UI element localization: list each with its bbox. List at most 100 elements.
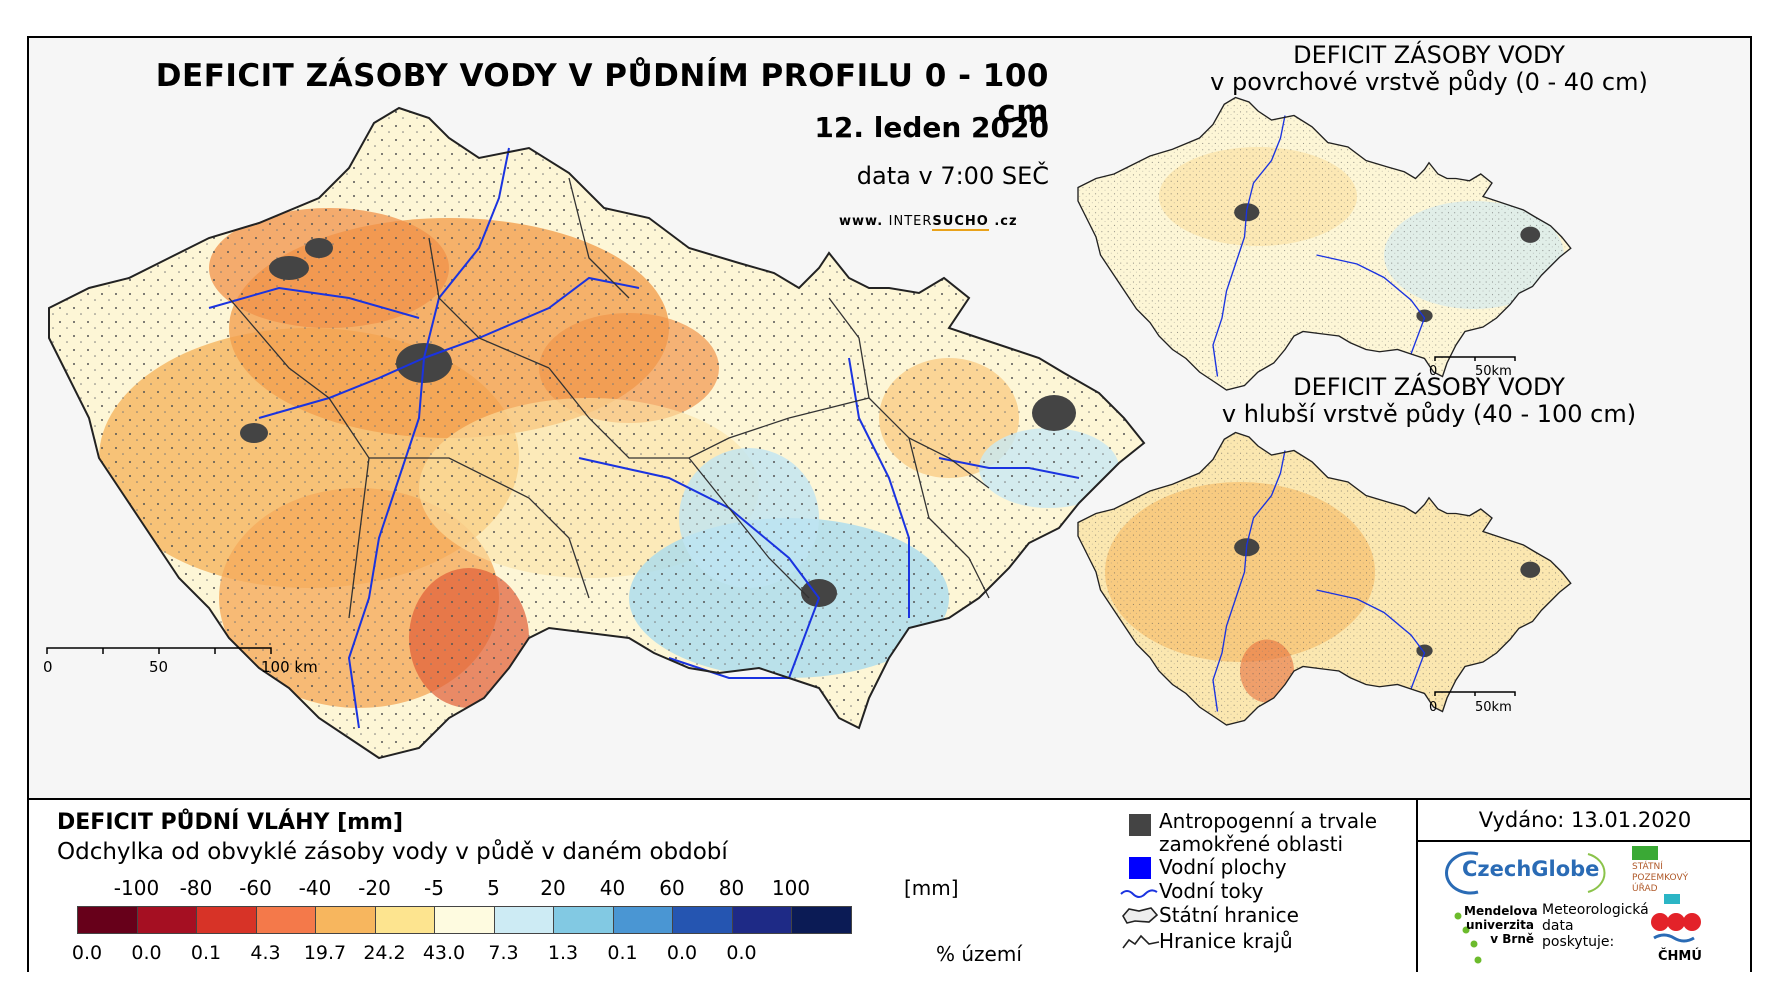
inset-bottom-scale-0: 0: [1429, 700, 1438, 715]
river-icon: [1120, 889, 1158, 898]
map-date: 12. leden 2020: [814, 111, 1049, 144]
meteo-1: Meteorologická: [1542, 902, 1649, 918]
mendel-2: univerzita: [1465, 918, 1534, 932]
legend-swatch: [136, 906, 197, 934]
legend-tick: 20: [540, 876, 566, 900]
czechglobe-logo: CzechGlobe: [1462, 857, 1600, 881]
anthro-line2: zamokřené oblasti: [1159, 832, 1344, 856]
spu-2: POZEMKOVÝ: [1632, 873, 1689, 883]
map-area: 0 50 100 km DEFICIT ZÁSOBY VODY V PŮDNÍM…: [29, 38, 1750, 798]
main-scale-0: 0: [43, 658, 53, 676]
issued-box: Vydáno: 13.01.2020 CzechGlobe STÁTNÍ POZ…: [1416, 800, 1752, 972]
legend-tick: -100: [113, 876, 160, 900]
legend-tick: 80: [718, 876, 745, 900]
legend-swatch: [493, 906, 554, 934]
anthro-label: Antropogenní a trvale zamokřené oblasti: [1159, 810, 1377, 856]
legend-tick: -20: [358, 876, 391, 900]
meteo-2: data: [1542, 918, 1574, 934]
legend-swatch: [77, 906, 138, 934]
mendel-logo: Mendelova univerzita v Brně: [1464, 904, 1538, 946]
inset-bottom-title: DEFICIT ZÁSOBY VODY: [1293, 373, 1565, 401]
spu-logo: STÁTNÍ POZEMKOVÝ ÚŘAD: [1632, 862, 1688, 895]
inset-top-scale-0: 0: [1429, 364, 1438, 379]
legend-unit: [mm]: [904, 876, 959, 900]
legend-swatch: [374, 906, 435, 934]
legend-tick: 40: [599, 876, 626, 900]
legend-percentage: 4.3: [250, 942, 281, 964]
legend-swatch: [196, 906, 257, 934]
region-border-icon: [1122, 934, 1160, 949]
legend-panel: DEFICIT PŮDNÍ VLÁHY [mm] Odchylka od obv…: [29, 798, 1752, 972]
legend-tick: 5: [487, 876, 500, 900]
website-suffix: .cz: [994, 214, 1018, 229]
mendel-1: Mendelova: [1464, 904, 1538, 918]
legend-tick: -60: [239, 876, 272, 900]
mendel-3: v Brně: [1490, 932, 1534, 946]
chmu-logo-icon: [1651, 894, 1701, 943]
legend-percentage: 7.3: [488, 942, 519, 964]
legend-title: DEFICIT PŮDNÍ VLÁHY [mm]: [57, 810, 404, 835]
legend-percentage: 0.0: [131, 942, 162, 964]
issued-divider: [1418, 840, 1752, 842]
legend-percentage: 0.0: [666, 942, 698, 964]
meteo-3: poskytuje:: [1542, 934, 1615, 950]
water-bodies-label: Vodní plochy: [1159, 855, 1287, 879]
anthro-line1: Antropogenní a trvale: [1159, 809, 1378, 833]
main-scale-100: 100 km: [261, 658, 318, 676]
water-body-icon: [1129, 857, 1151, 879]
inset-top-title-block: DEFICIT ZÁSOBY VODY v povrchové vrstvě p…: [1149, 42, 1709, 96]
website-inter: INTER: [888, 214, 933, 229]
inset-top-subtitle: v povrchové vrstvě půdy (0 - 40 cm): [1210, 68, 1648, 96]
region-border-label: Hranice krajů: [1159, 929, 1293, 953]
spu-3: ÚŘAD: [1632, 884, 1658, 894]
state-border-icon: [1122, 907, 1159, 924]
main-scale-50: 50: [149, 658, 169, 676]
inset-top-title: DEFICIT ZÁSOBY VODY: [1293, 41, 1565, 69]
inset-top-scale-50: 50km: [1475, 364, 1512, 379]
inset-bottom-subtitle: v hlubší vrstvě půdy (40 - 100 cm): [1221, 400, 1637, 428]
legend-percentage: 0.1: [607, 942, 638, 964]
legend-percentage: 0.0: [726, 942, 757, 964]
website-sucho: SUCHO: [932, 214, 989, 231]
anthropogenic-area-icon: [1129, 814, 1151, 836]
legend-swatch: [553, 906, 614, 934]
inset-bottom-title-block: DEFICIT ZÁSOBY VODY v hlubší vrstvě půdy…: [1149, 374, 1709, 428]
legend-percentage: 19.7: [303, 942, 347, 964]
legend-percentage: 0.0: [71, 942, 103, 964]
legend-tick: 100: [771, 876, 811, 900]
main-map: [46, 107, 1145, 759]
legend-swatch: [791, 906, 852, 934]
meteo-text: Meteorologická data poskytuje:: [1542, 902, 1649, 950]
legend-swatch: [731, 906, 792, 934]
czechglobe-logo-icon: [1445, 851, 1606, 895]
spu-1: STÁTNÍ: [1632, 862, 1663, 872]
legend-tick: -80: [179, 876, 213, 900]
mendel-dots-icon: [1454, 912, 1482, 964]
inset-top-map: [1077, 96, 1572, 391]
legend-swatch: [612, 906, 673, 934]
rivers-label: Vodní toky: [1159, 879, 1264, 903]
legend-percentage: 43.0: [422, 942, 466, 964]
legend-percentage: 1.3: [547, 942, 579, 964]
legend-percentage: 24.2: [363, 942, 406, 964]
legend-tick: -40: [298, 876, 332, 900]
chmu-logo: ČHMÚ: [1658, 949, 1702, 964]
spu-logo-icon: [1632, 846, 1658, 860]
main-scale-bar: [46, 647, 272, 654]
legend-swatch: [434, 906, 495, 934]
legend-swatch: [315, 906, 376, 934]
legend-subtitle: Odchylka od obvyklé zásoby vody v půdě v…: [57, 839, 728, 865]
inset-bottom-scale-50: 50km: [1475, 700, 1512, 715]
inset-bottom-map: [1077, 431, 1572, 726]
issued-date: Vydáno: 13.01.2020: [1478, 808, 1692, 832]
legend-swatch: [672, 906, 733, 934]
website-logo: www. INTERSUCHO .cz: [839, 214, 1018, 231]
map-frame: 0 50 100 km DEFICIT ZÁSOBY VODY V PŮDNÍM…: [27, 36, 1752, 972]
website-prefix: www.: [839, 214, 884, 229]
legend-percentage: 0.1: [190, 942, 222, 964]
map-time: data v 7:00 SEČ: [856, 162, 1049, 190]
legend-tick: -5: [424, 876, 444, 900]
legend-pct-unit: % území: [936, 942, 1022, 966]
legend-tick: 60: [659, 876, 685, 900]
legend-swatch: [255, 906, 316, 934]
